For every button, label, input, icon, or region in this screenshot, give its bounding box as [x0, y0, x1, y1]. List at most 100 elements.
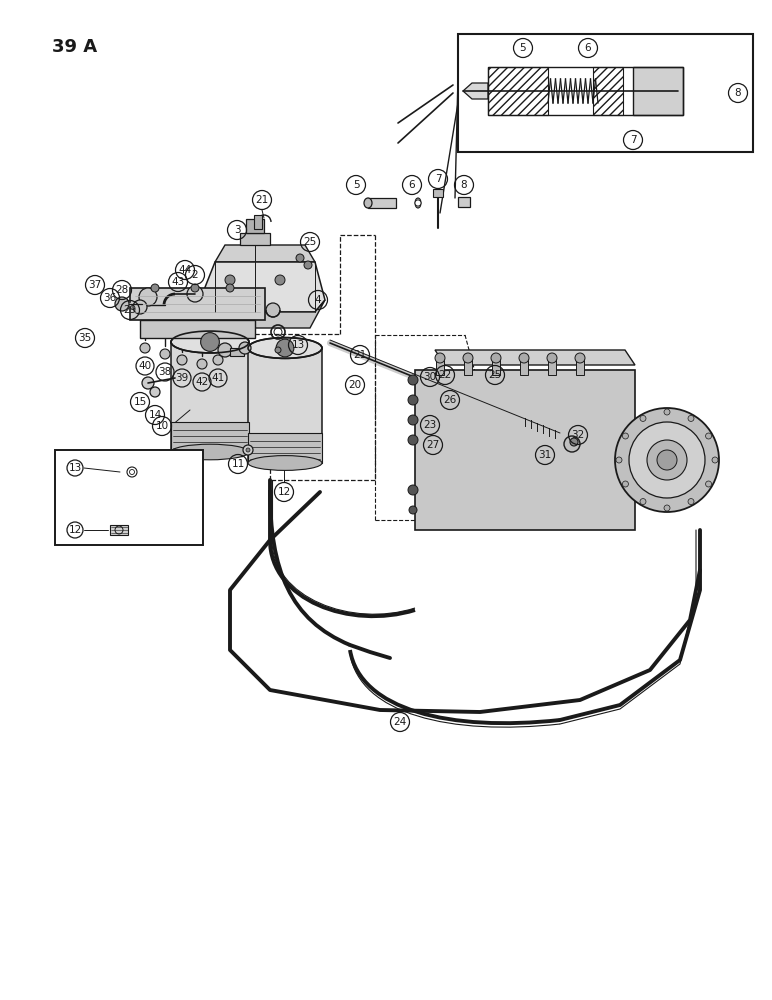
Polygon shape	[200, 262, 325, 312]
Circle shape	[622, 481, 628, 487]
Circle shape	[197, 359, 207, 369]
Bar	[246, 219, 264, 233]
Bar	[254, 215, 262, 229]
Circle shape	[712, 457, 718, 463]
Text: 24: 24	[394, 717, 407, 727]
Ellipse shape	[364, 198, 372, 208]
Circle shape	[246, 448, 250, 452]
Ellipse shape	[248, 456, 322, 470]
Text: 6: 6	[408, 180, 415, 190]
Text: 7: 7	[435, 174, 442, 184]
Circle shape	[239, 342, 251, 354]
Circle shape	[547, 353, 557, 363]
Text: 39: 39	[175, 373, 188, 383]
Text: 22: 22	[438, 370, 452, 380]
Bar	[110, 525, 128, 535]
Text: 36: 36	[103, 293, 117, 303]
Polygon shape	[463, 83, 488, 99]
Circle shape	[564, 436, 580, 452]
Circle shape	[296, 254, 304, 262]
Bar	[488, 67, 683, 115]
Circle shape	[640, 499, 646, 505]
Circle shape	[226, 284, 234, 292]
Circle shape	[657, 450, 677, 470]
Bar	[130, 288, 265, 320]
Circle shape	[150, 387, 160, 397]
Text: 28: 28	[115, 285, 129, 295]
Circle shape	[139, 288, 157, 306]
Polygon shape	[200, 300, 325, 328]
Text: 8: 8	[461, 180, 467, 190]
Circle shape	[688, 415, 694, 421]
Circle shape	[664, 505, 670, 511]
Circle shape	[688, 499, 694, 505]
Circle shape	[140, 343, 150, 353]
Text: 23: 23	[423, 420, 437, 430]
Circle shape	[463, 353, 473, 363]
Circle shape	[115, 297, 129, 311]
Bar	[140, 320, 255, 338]
Circle shape	[570, 438, 578, 446]
Bar	[464, 357, 472, 375]
Circle shape	[664, 409, 670, 415]
Ellipse shape	[171, 444, 249, 460]
Bar	[415, 370, 635, 530]
Bar	[436, 357, 444, 375]
Bar	[248, 433, 322, 463]
Text: 15: 15	[134, 397, 147, 407]
Circle shape	[275, 347, 281, 353]
Circle shape	[151, 284, 159, 292]
Text: 38: 38	[158, 367, 171, 377]
Circle shape	[706, 433, 712, 439]
Text: 10: 10	[155, 421, 168, 431]
Circle shape	[201, 333, 219, 351]
Text: 14: 14	[148, 410, 161, 420]
Circle shape	[408, 435, 418, 445]
Text: 42: 42	[195, 377, 208, 387]
Circle shape	[243, 445, 253, 455]
Circle shape	[213, 355, 223, 365]
Text: 6: 6	[584, 43, 591, 53]
Circle shape	[491, 353, 501, 363]
Bar	[593, 67, 623, 115]
Circle shape	[409, 506, 417, 514]
Circle shape	[160, 349, 170, 359]
Circle shape	[519, 353, 529, 363]
Text: 5: 5	[353, 180, 359, 190]
Circle shape	[177, 355, 187, 365]
Text: 39 A: 39 A	[52, 38, 97, 56]
Text: 12: 12	[277, 487, 290, 497]
Circle shape	[615, 408, 719, 512]
Text: 43: 43	[171, 277, 185, 287]
Text: 26: 26	[443, 395, 456, 405]
Circle shape	[408, 375, 418, 385]
Bar	[576, 357, 584, 375]
Circle shape	[142, 377, 154, 389]
Circle shape	[187, 286, 203, 302]
Circle shape	[435, 353, 445, 363]
Bar	[458, 34, 753, 152]
Circle shape	[408, 395, 418, 405]
Bar	[633, 67, 683, 115]
Circle shape	[133, 300, 147, 314]
Text: 21: 21	[256, 195, 269, 205]
Circle shape	[225, 275, 235, 285]
Text: 40: 40	[138, 361, 151, 371]
Ellipse shape	[248, 338, 322, 358]
Circle shape	[408, 485, 418, 495]
Bar	[248, 348, 322, 463]
Bar	[230, 348, 244, 356]
Text: 12: 12	[69, 525, 82, 535]
Circle shape	[616, 457, 622, 463]
Text: 3: 3	[234, 225, 240, 235]
Polygon shape	[435, 350, 635, 365]
Text: 21: 21	[354, 350, 367, 360]
Circle shape	[575, 353, 585, 363]
Bar	[488, 67, 548, 115]
Text: 7: 7	[630, 135, 636, 145]
Text: 29: 29	[124, 305, 137, 315]
Text: 30: 30	[423, 372, 436, 382]
Text: 11: 11	[232, 459, 245, 469]
Text: 41: 41	[212, 373, 225, 383]
Bar	[171, 342, 249, 452]
